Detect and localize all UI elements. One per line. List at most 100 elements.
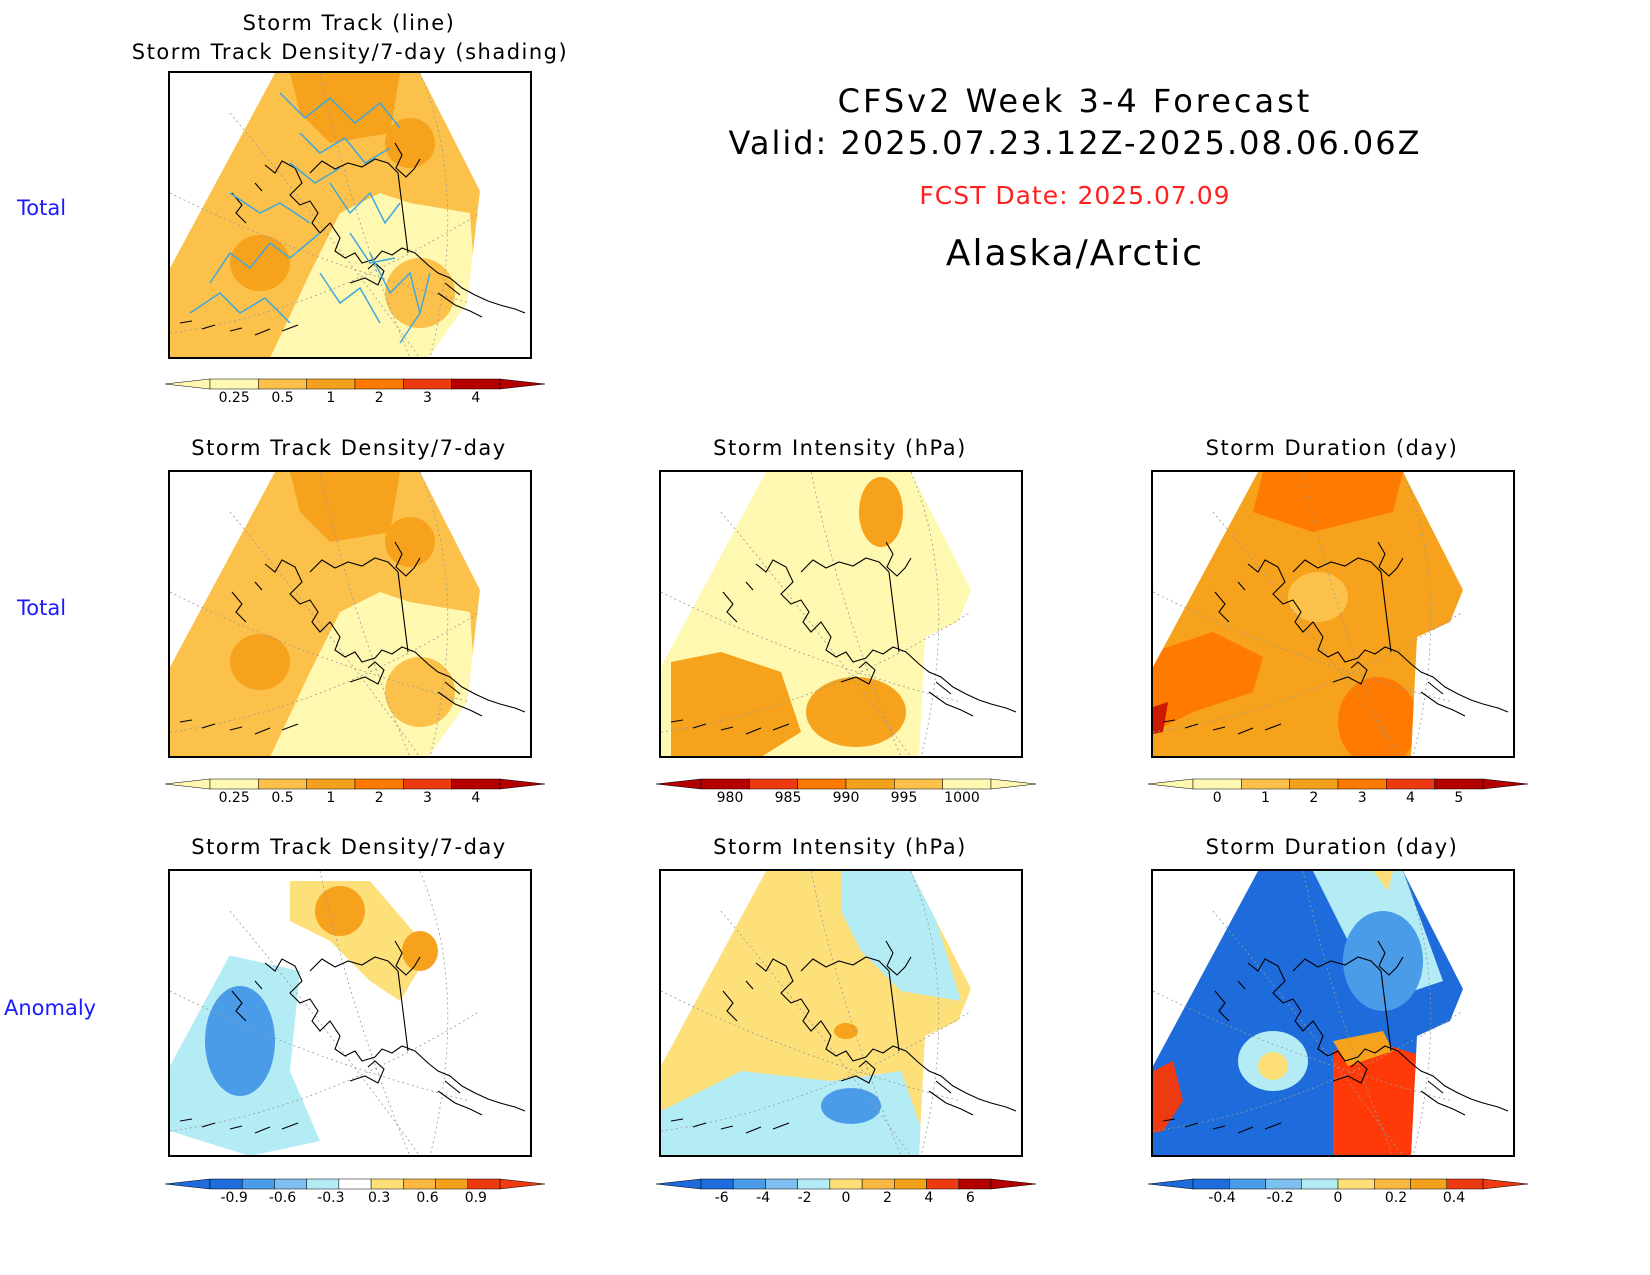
colorbar-tick-label: 0.4 xyxy=(1442,1190,1466,1206)
storm-track-line xyxy=(329,182,401,225)
coastline xyxy=(1377,541,1404,577)
colorbar-swatch xyxy=(354,378,404,390)
coastline xyxy=(349,262,385,286)
colorbar-tick-label: 980 xyxy=(716,790,744,806)
shade-region xyxy=(1338,677,1418,756)
colorbar-swatch xyxy=(749,778,798,790)
colorbar-swatches xyxy=(1147,778,1529,790)
coastline xyxy=(1162,719,1282,735)
colorbar-high-arrow xyxy=(499,1178,546,1190)
shade-region xyxy=(385,657,455,727)
colorbar-tick-label: 0.9 xyxy=(464,1190,487,1206)
colorbar-tick-label: 6 xyxy=(965,1190,975,1206)
colorbar-tick-label: 0 xyxy=(1212,790,1222,806)
coastline xyxy=(179,719,299,735)
colorbar-swatch xyxy=(700,1178,734,1190)
density-anom-svg xyxy=(170,871,526,1155)
shade-region xyxy=(385,258,455,328)
shade-region xyxy=(230,235,290,291)
colorbar-low-arrow xyxy=(1147,778,1194,790)
shade-region xyxy=(385,118,435,168)
coastline xyxy=(397,172,409,254)
colorbar-high-arrow xyxy=(499,378,546,390)
colorbar-swatch xyxy=(258,778,307,790)
shade-region xyxy=(1288,572,1348,622)
colorbar-swatch xyxy=(1229,1178,1266,1190)
colorbar-tick-label: 3 xyxy=(423,790,432,806)
storm-track-svg xyxy=(170,73,526,357)
colorbar-tick-label: 2 xyxy=(882,1190,892,1206)
row-label-total-1: Total xyxy=(17,196,67,220)
colorbar-tick-label: 4 xyxy=(471,790,481,806)
colorbar-swatch xyxy=(306,778,356,790)
colorbar-swatch xyxy=(467,1178,501,1190)
coastline xyxy=(800,557,890,573)
colorbar-density-1: 0.25 0.5 1 2 3 4 xyxy=(160,376,550,416)
colorbar-tick-label: 4 xyxy=(471,390,481,406)
colorbar-swatch xyxy=(1192,1178,1230,1190)
colorbar-low-arrow xyxy=(164,378,211,390)
colorbar-swatch xyxy=(829,1178,863,1190)
colorbar-tick-label: -0.3 xyxy=(317,1190,345,1206)
lat-lon-grid xyxy=(170,591,471,703)
coastline xyxy=(394,541,421,577)
density-total-svg xyxy=(170,472,526,756)
coastline xyxy=(722,980,754,1022)
colorbar-swatch xyxy=(797,1178,831,1190)
shade-region xyxy=(1373,871,1393,891)
shade-region xyxy=(834,1023,858,1039)
duration-anom-svg xyxy=(1153,871,1509,1155)
colorbar-high-arrow xyxy=(1482,778,1529,790)
shade-region xyxy=(205,986,275,1096)
colorbar-swatch xyxy=(926,1178,960,1190)
colorbar-swatch xyxy=(338,1178,372,1190)
coastline xyxy=(264,958,526,1112)
coastline xyxy=(264,559,526,713)
colorbar-swatch xyxy=(1446,1178,1484,1190)
colorbar-tick-label: 990 xyxy=(832,790,860,806)
lat-lon-grid xyxy=(319,472,411,756)
lat-lon-grid xyxy=(1302,871,1394,1155)
colorbar-swatch xyxy=(1289,778,1339,790)
colorbar-swatch xyxy=(942,778,992,790)
coastline xyxy=(397,571,409,653)
colorbar-high-arrow xyxy=(990,778,1037,790)
lat-lon-grid xyxy=(1302,472,1394,756)
colorbar-tick-label: 4 xyxy=(1406,790,1415,806)
colorbar-swatch xyxy=(958,1178,992,1190)
colorbar-swatch xyxy=(797,778,847,790)
row-label-total-2: Total xyxy=(17,596,67,620)
storm-track-line xyxy=(279,92,401,129)
fcst-date: FCST Date: 2025.07.09 xyxy=(919,181,1231,210)
storm-track-line xyxy=(349,232,396,264)
shade-region xyxy=(1258,1052,1288,1080)
storm-track-line xyxy=(189,292,291,324)
duration-total-svg xyxy=(1153,472,1509,756)
lat-lon-grid xyxy=(229,910,420,1155)
coastline xyxy=(397,970,409,1052)
coastline xyxy=(1420,681,1466,717)
coastline xyxy=(349,661,385,685)
colorbar-swatch xyxy=(209,1178,243,1190)
colorbar-tick-label: -2 xyxy=(797,1190,812,1206)
shade-region xyxy=(385,517,435,567)
coastline xyxy=(349,1060,385,1084)
shade-region xyxy=(1153,632,1263,732)
shade-region xyxy=(821,1088,881,1124)
coastline xyxy=(1380,970,1392,1052)
coastline xyxy=(231,182,263,224)
colorbar-swatch xyxy=(1434,778,1484,790)
shade-region xyxy=(859,477,903,547)
coastline xyxy=(437,282,483,318)
colorbar-swatch xyxy=(241,1178,275,1190)
colorbar-intensity-anom: -6 -4 -2 0 2 4 6 xyxy=(651,1176,1041,1216)
lat-lon-grid xyxy=(661,990,962,1102)
lat-lon-grid xyxy=(229,112,420,357)
colorbar-swatch xyxy=(403,378,452,390)
colorbar-high-arrow xyxy=(1482,1178,1529,1190)
colorbar-swatch xyxy=(1192,778,1242,790)
colorbar-low-arrow xyxy=(655,1178,702,1190)
coastline xyxy=(1214,980,1246,1022)
colorbar-tick-label: 0.25 xyxy=(218,390,250,406)
colorbar-tick-label: 0.5 xyxy=(271,390,294,406)
